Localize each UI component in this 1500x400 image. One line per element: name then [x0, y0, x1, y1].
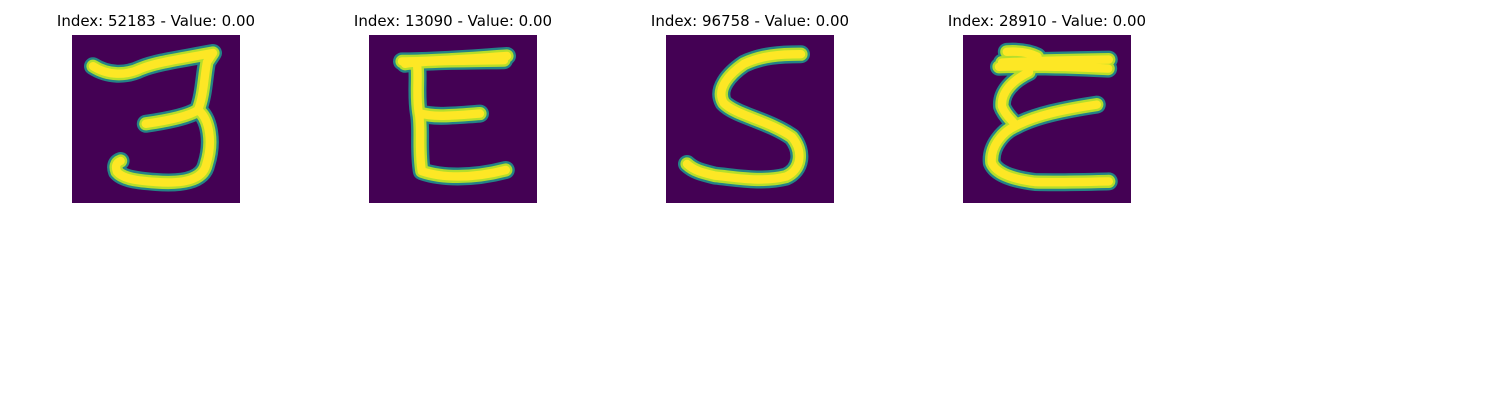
- glyph-stroke: [397, 51, 512, 181]
- panel-title-4: Index: 28910 - Value: 0.00: [947, 12, 1147, 30]
- image-panel-4: Index: 28910 - Value: 0.00: [917, 0, 1177, 210]
- digit-image-1: [72, 35, 240, 203]
- glyph-stroke: [682, 50, 806, 184]
- handwritten-glyph-E: [369, 35, 537, 203]
- glyph-stroke: [88, 48, 218, 187]
- digit-image-4: [963, 35, 1131, 203]
- handwritten-glyph-E-cursive: [963, 35, 1131, 203]
- glyph-stroke: [987, 47, 1113, 187]
- panel-title-3: Index: 96758 - Value: 0.00: [650, 12, 850, 30]
- image-panel-3: Index: 96758 - Value: 0.00: [620, 0, 880, 210]
- digit-image-3: [666, 35, 834, 203]
- digit-image-2: [369, 35, 537, 203]
- handwritten-glyph-3: [72, 35, 240, 203]
- handwritten-glyph-S: [666, 35, 834, 203]
- panel-title-1: Index: 52183 - Value: 0.00: [56, 12, 256, 30]
- image-panel-2: Index: 13090 - Value: 0.00: [323, 0, 583, 210]
- image-panel-1: Index: 52183 - Value: 0.00: [26, 0, 286, 210]
- panel-title-2: Index: 13090 - Value: 0.00: [353, 12, 553, 30]
